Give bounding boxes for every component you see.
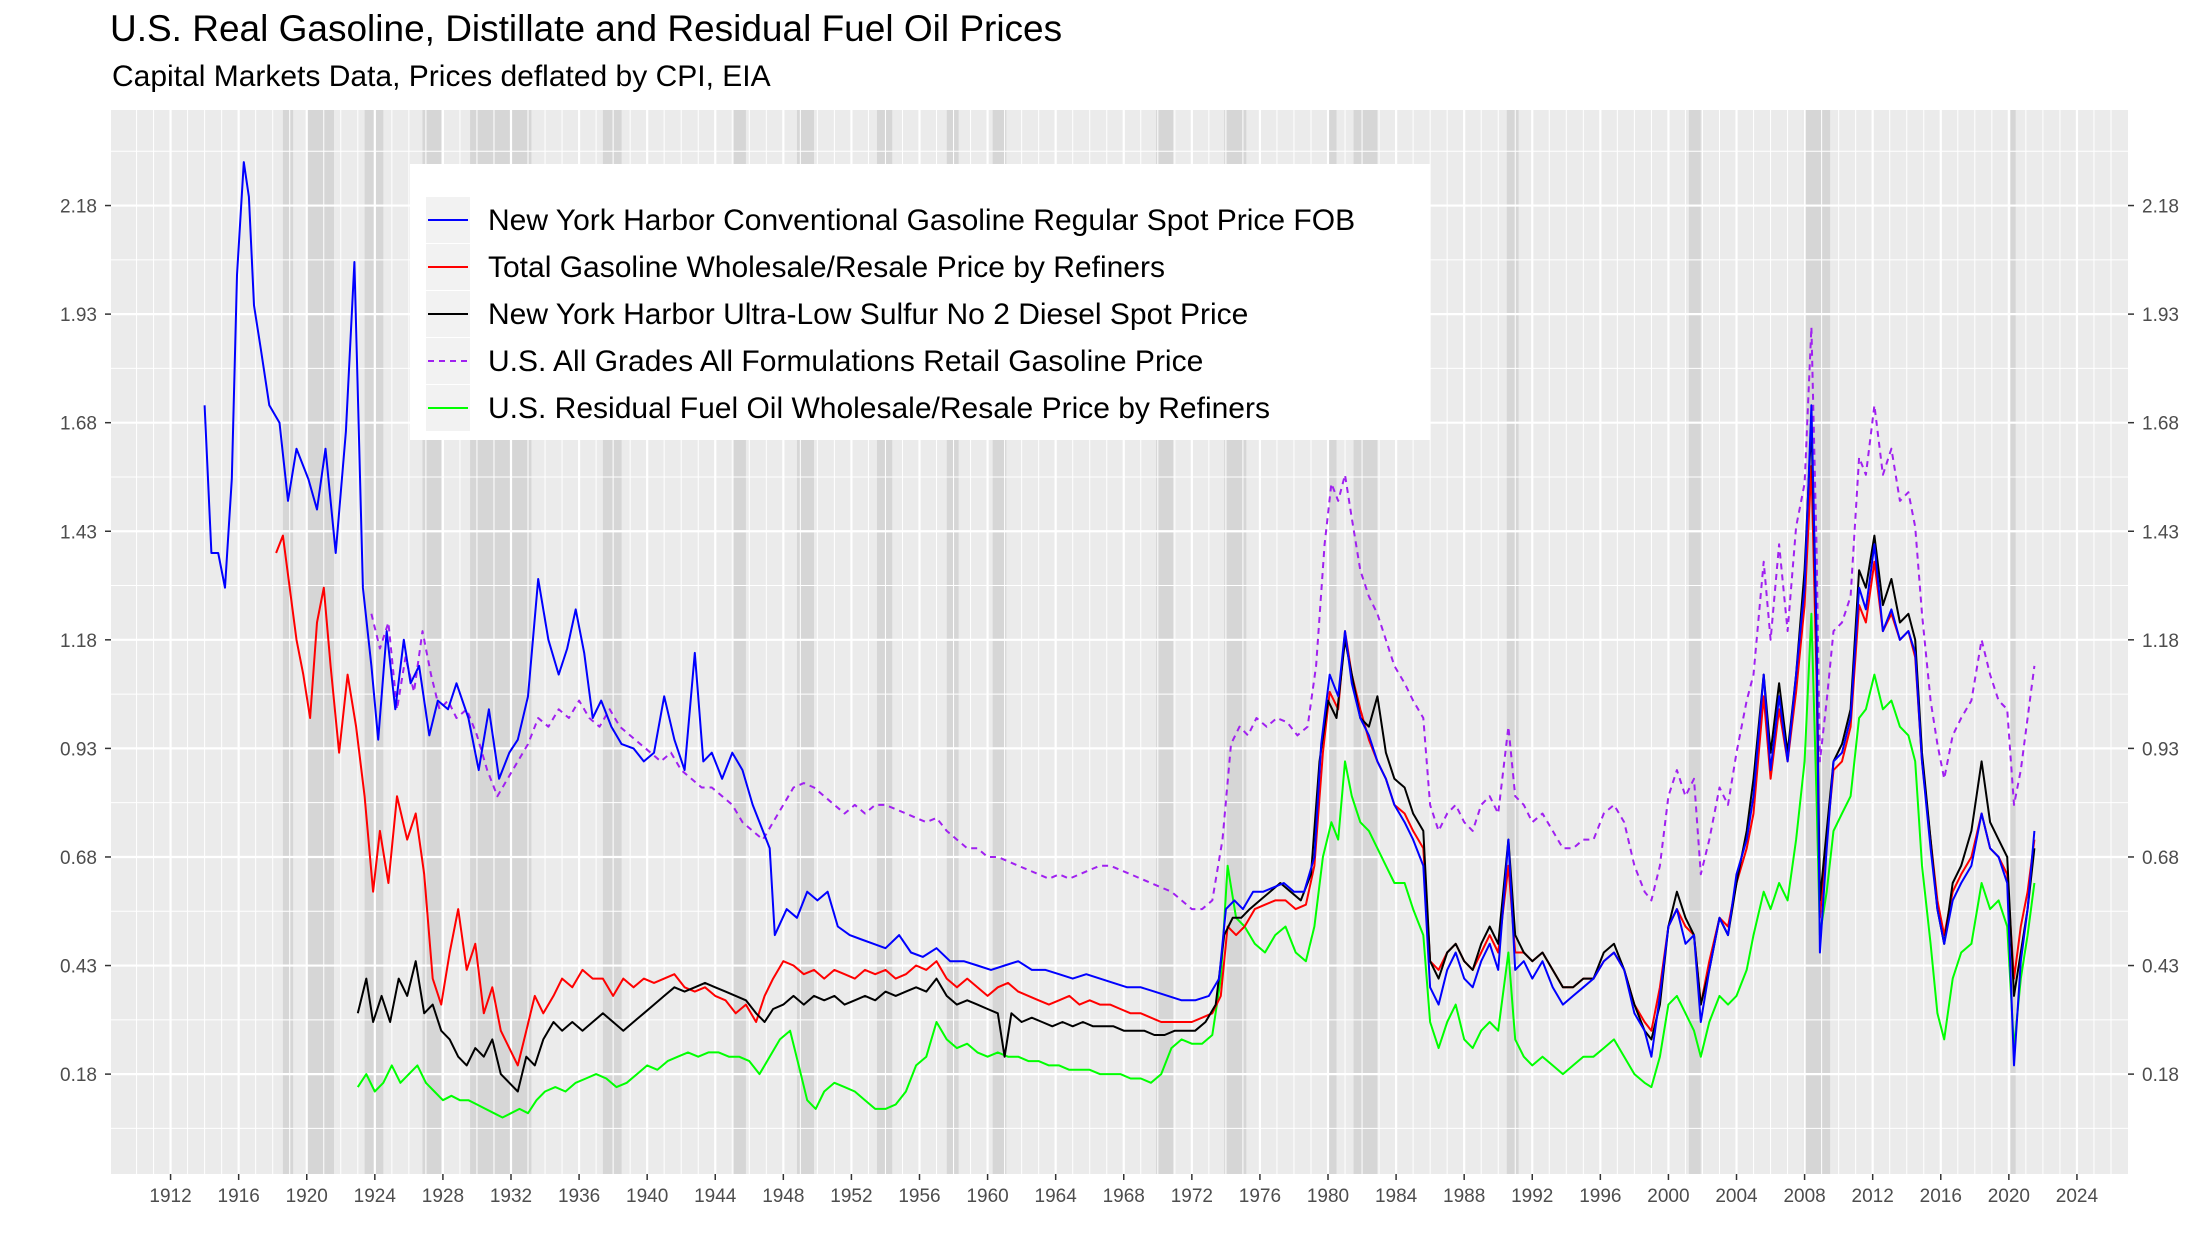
y-tick-label-right: 1.18 [2142, 631, 2179, 652]
y-tick-label-left: 2.18 [60, 197, 97, 218]
y-tick-label-right: 0.18 [2142, 1065, 2179, 1086]
recession-band-13 [1328, 110, 1337, 1174]
series-line-3 [370, 326, 2036, 911]
y-tick-label-right: 1.68 [2142, 414, 2179, 435]
x-tick-label: 1964 [1035, 1186, 1078, 1207]
legend: New York Harbor Conventional Gasoline Re… [410, 164, 1430, 440]
series-line-0 [203, 161, 2036, 1067]
x-tick-label: 1952 [830, 1186, 872, 1207]
recession-band-15 [1506, 110, 1519, 1174]
y-tick-label-left: 0.43 [60, 957, 97, 978]
series-line-1 [275, 465, 2036, 1067]
x-tick-label: 1984 [1375, 1186, 1418, 1207]
y-tick-label-left: 0.93 [60, 739, 97, 760]
recession-band-0 [282, 110, 294, 1174]
x-tick-label: 1944 [694, 1186, 737, 1207]
x-tick-label: 2008 [1783, 1186, 1825, 1207]
x-tick-label: 1948 [762, 1186, 804, 1207]
x-tick-label: 1992 [1511, 1186, 1553, 1207]
x-tick-label: 1920 [286, 1186, 328, 1207]
recession-band-9 [946, 110, 959, 1174]
y-tick-label-left: 1.93 [60, 305, 97, 326]
legend-box [410, 164, 1430, 440]
y-tick-label-left: 0.18 [60, 1065, 97, 1086]
x-tick-label: 1932 [490, 1186, 532, 1207]
legend-label-4: U.S. Residual Fuel Oil Wholesale/Resale … [488, 392, 1270, 425]
x-tick-label: 1968 [1103, 1186, 1145, 1207]
x-tick-label: 1936 [558, 1186, 600, 1207]
x-tick-label: 1956 [898, 1186, 940, 1207]
x-tick-label: 1972 [1171, 1186, 1213, 1207]
x-tick-label: 2024 [2056, 1186, 2099, 1207]
legend-label-0: New York Harbor Conventional Gasoline Re… [488, 204, 1355, 237]
y-tick-label-right: 2.18 [2142, 197, 2179, 218]
recession-band-16 [1688, 110, 1701, 1174]
chart-title: U.S. Real Gasoline, Distillate and Resid… [110, 8, 1063, 49]
x-tick-label: 1988 [1443, 1186, 1485, 1207]
x-tick-label: 1928 [422, 1186, 464, 1207]
y-tick-label-left: 1.18 [60, 631, 97, 652]
x-tick-label: 1996 [1579, 1186, 1621, 1207]
x-tick-label: 1912 [149, 1186, 191, 1207]
x-tick-label: 1916 [218, 1186, 260, 1207]
x-tick-label: 1960 [966, 1186, 1008, 1207]
series-lines [203, 161, 2036, 1119]
y-tick-label-right: 1.93 [2142, 305, 2179, 326]
x-tick-label: 2020 [1988, 1186, 2030, 1207]
recession-band-18 [2010, 110, 2016, 1174]
x-tick-label: 2012 [1852, 1186, 1894, 1207]
legend-label-1: Total Gasoline Wholesale/Resale Price by… [488, 251, 1165, 284]
legend-label-3: U.S. All Grades All Formulations Retail … [488, 345, 1203, 378]
x-tick-label: 2004 [1715, 1186, 1758, 1207]
x-tick-label: 1940 [626, 1186, 668, 1207]
x-tick-label: 1980 [1307, 1186, 1349, 1207]
axis-ticks: 0.18 0.18 0.43 0.43 0.68 0.68 0.93 0.93 1.18 1.18… [60, 197, 2179, 1207]
y-tick-label-right: 0.43 [2142, 957, 2179, 978]
y-tick-label-left: 0.68 [60, 848, 97, 869]
x-tick-label: 2000 [1647, 1186, 1689, 1207]
y-tick-label-left: 1.43 [60, 522, 97, 543]
y-tick-label-right: 0.68 [2142, 848, 2179, 869]
y-tick-label-left: 1.68 [60, 414, 97, 435]
legend-label-2: New York Harbor Ultra-Low Sulfur No 2 Di… [488, 298, 1248, 331]
y-tick-label-right: 0.93 [2142, 739, 2179, 760]
recession-band-6 [733, 110, 746, 1174]
series-line-4 [356, 612, 2036, 1119]
x-tick-label: 1976 [1239, 1186, 1281, 1207]
x-tick-label: 2016 [1920, 1186, 1962, 1207]
y-tick-label-right: 1.43 [2142, 522, 2179, 543]
x-tick-label: 1924 [354, 1186, 397, 1207]
chart-subtitle: Capital Markets Data, Prices deflated by… [112, 60, 771, 93]
recession-band-1 [306, 110, 334, 1174]
